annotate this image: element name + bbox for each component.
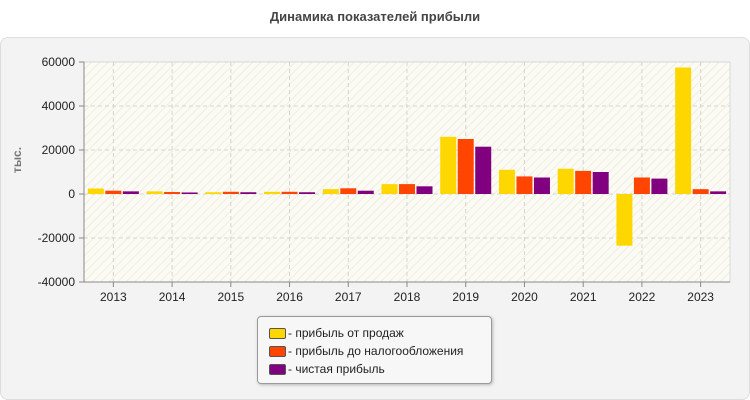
legend-swatch-sales — [269, 327, 286, 339]
y-tick-label: -40000 — [38, 275, 76, 289]
y-tick-label: 40000 — [42, 99, 76, 113]
bar-2017-series-1 — [340, 188, 357, 194]
y-axis-label: тыс. — [10, 147, 24, 173]
x-tick-label: 2014 — [159, 290, 186, 304]
legend: - прибыль от продаж - прибыль до налогоо… — [257, 316, 492, 384]
bar-2021-series-0 — [557, 168, 574, 194]
bar-2018-series-1 — [399, 184, 415, 194]
x-tick-label: 2019 — [452, 290, 479, 304]
bar-2022-series-1 — [633, 177, 650, 194]
chart-title: Динамика показателей прибыли — [269, 9, 481, 24]
bar-2023-series-0 — [675, 67, 692, 194]
bar-2019-series-0 — [440, 136, 457, 194]
bar-2015-series-0 — [205, 192, 222, 194]
x-tick-label: 2018 — [394, 290, 421, 304]
legend-label-sales: - прибыль от продаж — [288, 326, 404, 340]
bar-2017-series-2 — [357, 190, 374, 194]
y-tick-label: 20000 — [42, 143, 76, 157]
bars — [87, 67, 727, 246]
x-tick-label: 2017 — [335, 290, 362, 304]
bar-2015-series-2 — [240, 192, 257, 194]
bar-2014-series-0 — [146, 191, 163, 194]
legend-item-sales: - прибыль от продаж — [269, 325, 404, 341]
legend-item-pretax: - прибыль до налогообложения — [269, 343, 463, 359]
bar-2023-series-2 — [710, 191, 727, 194]
bar-2016-series-2 — [299, 192, 316, 194]
x-tick-label: 2020 — [511, 290, 538, 304]
bar-2021-series-2 — [592, 172, 609, 194]
x-tick-label: 2021 — [570, 290, 597, 304]
bar-2014-series-2 — [181, 192, 198, 194]
legend-swatch-pretax — [269, 345, 286, 357]
y-tick-label: -20000 — [38, 231, 76, 245]
bar-2022-series-0 — [616, 194, 633, 246]
bar-2022-series-2 — [651, 178, 668, 194]
bar-2020-series-1 — [516, 176, 533, 194]
bar-2023-series-1 — [692, 189, 709, 194]
legend-label-net: - чистая прибыль — [288, 362, 385, 376]
legend-label-pretax: - прибыль до налогообложения — [288, 344, 464, 358]
x-tick-label: 2022 — [629, 290, 656, 304]
bar-2015-series-1 — [222, 191, 239, 194]
x-tick-label: 2015 — [217, 290, 244, 304]
bar-2020-series-2 — [533, 177, 550, 194]
x-tick-label: 2013 — [100, 290, 127, 304]
bar-2013-series-2 — [122, 191, 139, 194]
axes — [79, 61, 730, 287]
y-tick-label: 60000 — [42, 55, 76, 69]
bar-2014-series-1 — [164, 192, 181, 194]
legend-swatch-net — [269, 363, 286, 375]
x-tick-label: 2016 — [276, 290, 303, 304]
bar-2019-series-1 — [457, 139, 474, 194]
plot-area — [83, 61, 731, 283]
bar-2021-series-1 — [575, 170, 592, 194]
bar-2020-series-0 — [498, 169, 515, 194]
bar-2017-series-0 — [322, 189, 339, 194]
x-tick-label: 2023 — [687, 290, 714, 304]
tick-labels: 60000 40000 20000 0 -20000 -40000 2013 2014 2015… — [38, 55, 715, 304]
bar-2018-series-0 — [381, 184, 398, 194]
bar-2013-series-1 — [105, 190, 122, 194]
bar-2013-series-0 — [87, 188, 104, 194]
legend-item-net: - чистая прибыль — [269, 361, 385, 377]
bar-2018-series-2 — [416, 186, 433, 194]
y-tick-label: 0 — [68, 187, 75, 201]
bar-2019-series-2 — [475, 146, 492, 194]
bar-2016-series-0 — [264, 191, 281, 194]
bar-2016-series-1 — [281, 191, 298, 194]
